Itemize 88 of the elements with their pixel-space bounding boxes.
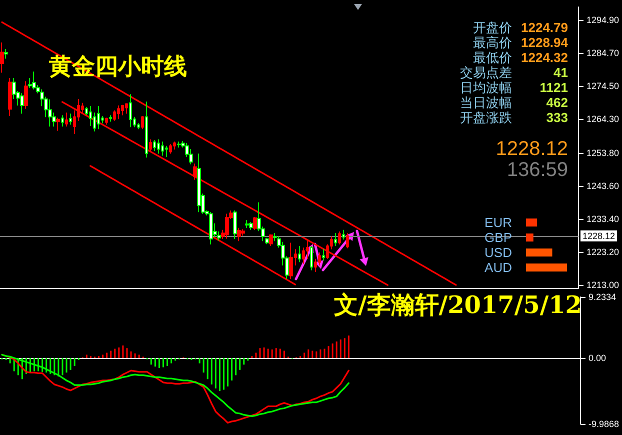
y-tick-label: 0.00 bbox=[588, 353, 606, 364]
candlestick bbox=[24, 80, 28, 110]
annotation: 最低价 bbox=[473, 50, 512, 65]
candlestick bbox=[253, 216, 257, 230]
candlestick bbox=[117, 105, 120, 120]
y-tick-label: 1274.50 bbox=[586, 81, 620, 92]
y-tick-label: 1253.80 bbox=[586, 148, 620, 158]
annotation: 333 bbox=[546, 110, 568, 125]
candlestick bbox=[157, 138, 160, 154]
candlestick bbox=[342, 229, 345, 240]
candlestick bbox=[225, 213, 229, 240]
line-series bbox=[90, 165, 296, 286]
candlestick bbox=[233, 210, 237, 240]
annotation: 开盘涨跌 bbox=[460, 110, 512, 125]
candlestick bbox=[145, 101, 148, 158]
annotation: 462 bbox=[546, 95, 568, 110]
candlestick bbox=[197, 153, 201, 213]
line-series bbox=[61, 101, 388, 286]
candlestick bbox=[0, 42, 4, 74]
candlestick bbox=[173, 141, 176, 150]
line-series bbox=[1, 21, 457, 286]
annotation: 文/李瀚轩/2017/5/12 bbox=[334, 290, 582, 319]
candlestick bbox=[289, 242, 293, 280]
candlestick bbox=[65, 112, 68, 128]
candlestick bbox=[121, 104, 124, 116]
y-tick-label: 9.2334 bbox=[588, 292, 616, 302]
annotation: 日均波幅 bbox=[460, 80, 512, 95]
candlestick bbox=[177, 141, 181, 148]
annotation: 开盘价 bbox=[473, 20, 512, 35]
y-tick-label: 1284.70 bbox=[586, 48, 620, 58]
candlestick bbox=[245, 220, 249, 228]
annotation: 41 bbox=[554, 65, 568, 80]
candlestick bbox=[334, 232, 337, 247]
candlestick bbox=[113, 110, 116, 122]
candlestick bbox=[61, 114, 64, 128]
candlestick bbox=[209, 212, 213, 245]
annotation: 最高价 bbox=[473, 35, 512, 50]
candlestick bbox=[298, 246, 301, 263]
ref-line-label: 1228.12 bbox=[582, 230, 616, 241]
annotation: 136:59 bbox=[506, 159, 568, 181]
bar bbox=[526, 264, 567, 272]
bar bbox=[526, 248, 552, 256]
candlestick bbox=[310, 246, 313, 271]
y-tick-label: 1243.60 bbox=[586, 180, 620, 191]
annotation: 1121 bbox=[540, 80, 568, 95]
candlestick bbox=[97, 106, 100, 130]
y-tick-label: 1233.40 bbox=[586, 214, 620, 224]
candlestick bbox=[56, 117, 60, 132]
y-tick-label: 1294.90 bbox=[586, 15, 620, 26]
candlestick bbox=[109, 114, 112, 122]
candlestick bbox=[265, 237, 269, 245]
candlestick bbox=[161, 141, 164, 156]
annotation: 当日波幅 bbox=[460, 95, 512, 110]
candlestick bbox=[105, 117, 108, 126]
candlestick bbox=[338, 230, 341, 245]
candlestick bbox=[32, 71, 36, 90]
candlestick bbox=[129, 94, 132, 128]
annotation: 1228.12 bbox=[496, 138, 568, 160]
candlestick bbox=[8, 78, 12, 116]
candlestick bbox=[149, 138, 152, 152]
candlestick bbox=[346, 232, 349, 249]
candlestick bbox=[153, 140, 156, 152]
candlestick bbox=[125, 102, 128, 114]
candlestick bbox=[4, 48, 8, 60]
candlestick bbox=[322, 248, 325, 262]
annotation: 1224.32 bbox=[521, 50, 568, 65]
candlestick bbox=[48, 98, 52, 128]
annotation: 1228.94 bbox=[521, 35, 568, 50]
annotation: 交易点差 bbox=[460, 65, 512, 80]
bar bbox=[526, 218, 538, 226]
y-tick-label: 1264.30 bbox=[586, 114, 620, 124]
candlestick bbox=[141, 116, 144, 130]
y-tick-label: USD bbox=[484, 245, 512, 260]
annotation: 1224.79 bbox=[521, 20, 568, 35]
bar bbox=[526, 234, 534, 242]
candlestick bbox=[193, 163, 197, 180]
candlestick bbox=[20, 92, 24, 114]
y-tick-label: 1213.00 bbox=[586, 280, 620, 290]
candlestick bbox=[249, 222, 253, 230]
y-tick-label: -9.9868 bbox=[588, 419, 620, 429]
y-tick-label: EUR bbox=[484, 215, 512, 230]
candlestick bbox=[237, 227, 241, 242]
y-tick-label: AUD bbox=[484, 260, 512, 275]
y-tick-label: 1223.20 bbox=[586, 246, 620, 257]
candlestick bbox=[269, 234, 273, 247]
candlestick bbox=[165, 145, 168, 158]
candlestick bbox=[69, 113, 72, 126]
candlestick bbox=[169, 143, 172, 154]
